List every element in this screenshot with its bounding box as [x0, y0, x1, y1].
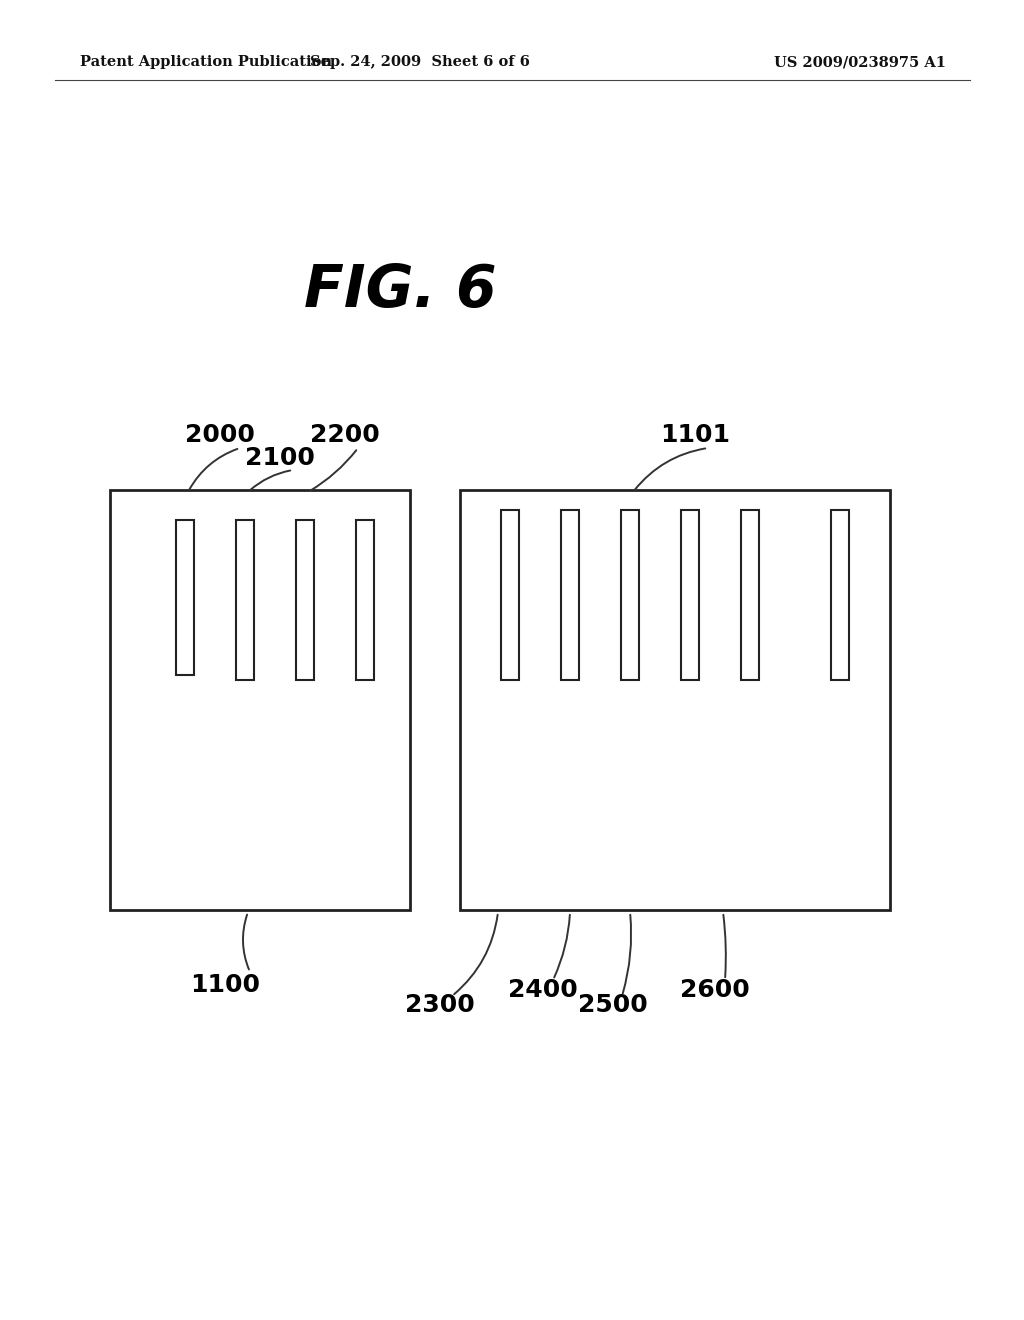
Text: 2000: 2000 [185, 422, 255, 447]
Text: Sep. 24, 2009  Sheet 6 of 6: Sep. 24, 2009 Sheet 6 of 6 [310, 55, 530, 69]
Bar [176, 520, 194, 675]
Bar [296, 520, 314, 680]
Text: FIG. 6: FIG. 6 [304, 261, 497, 318]
Bar [621, 510, 639, 680]
Bar [110, 490, 410, 909]
Text: 1101: 1101 [660, 422, 730, 447]
Bar [236, 520, 254, 680]
Text: 2600: 2600 [680, 978, 750, 1002]
Text: 2400: 2400 [508, 978, 578, 1002]
Bar [681, 510, 699, 680]
Text: 2500: 2500 [579, 993, 648, 1016]
Bar [561, 510, 579, 680]
Text: 2300: 2300 [406, 993, 475, 1016]
Bar [356, 520, 374, 680]
Text: 2200: 2200 [310, 422, 380, 447]
Bar [501, 510, 519, 680]
Bar [831, 510, 849, 680]
Text: US 2009/0238975 A1: US 2009/0238975 A1 [774, 55, 946, 69]
Text: 2100: 2100 [245, 446, 315, 470]
Bar [460, 490, 890, 909]
Text: 1100: 1100 [190, 973, 260, 997]
Bar [741, 510, 759, 680]
Text: Patent Application Publication: Patent Application Publication [80, 55, 332, 69]
